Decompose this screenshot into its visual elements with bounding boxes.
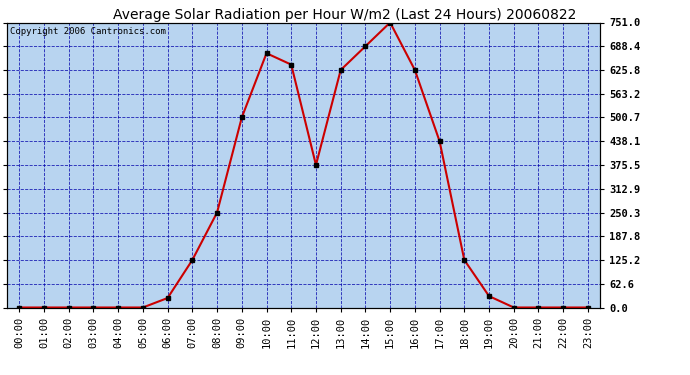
Text: Copyright 2006 Cantronics.com: Copyright 2006 Cantronics.com <box>10 27 166 36</box>
Text: Average Solar Radiation per Hour W/m2 (Last 24 Hours) 20060822: Average Solar Radiation per Hour W/m2 (L… <box>113 8 577 21</box>
